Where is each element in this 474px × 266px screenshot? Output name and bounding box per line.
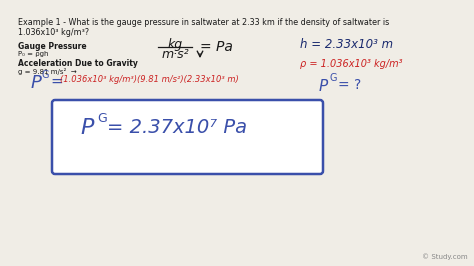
Text: =: =	[50, 74, 63, 89]
Text: G: G	[97, 112, 107, 125]
Text: Gauge Pressure: Gauge Pressure	[18, 42, 87, 51]
Text: (1.036x10³ kg/m³)(9.81 m/s²)(2.33x10³ m): (1.036x10³ kg/m³)(9.81 m/s²)(2.33x10³ m)	[60, 75, 239, 84]
Text: Example 1 - What is the gauge pressure in saltwater at 2.33 km if the density of: Example 1 - What is the gauge pressure i…	[18, 18, 389, 27]
Text: 1.036x10³ kg/m³?: 1.036x10³ kg/m³?	[18, 28, 89, 37]
Text: = Pa: = Pa	[200, 40, 233, 54]
Text: $\mathit{P}$: $\mathit{P}$	[30, 74, 43, 92]
Text: g = 9.81 m/s²  →: g = 9.81 m/s² →	[18, 68, 77, 75]
Text: = ?: = ?	[338, 78, 361, 92]
Text: h = 2.33x10³ m: h = 2.33x10³ m	[300, 38, 393, 51]
Text: $\mathit{P}$: $\mathit{P}$	[80, 118, 95, 138]
Text: kg: kg	[167, 38, 182, 51]
Text: $\mathit{P}$: $\mathit{P}$	[318, 78, 329, 94]
Text: = 2.37x10⁷ Pa: = 2.37x10⁷ Pa	[107, 118, 247, 137]
Text: P₀ = ρgh: P₀ = ρgh	[18, 51, 48, 57]
Text: G: G	[42, 70, 49, 80]
Text: ρ = 1.036x10³ kg/m³: ρ = 1.036x10³ kg/m³	[300, 59, 402, 69]
Text: Acceleration Due to Gravity: Acceleration Due to Gravity	[18, 59, 138, 68]
Text: © Study.com: © Study.com	[422, 253, 468, 260]
Text: G: G	[330, 73, 337, 83]
FancyBboxPatch shape	[52, 100, 323, 174]
Text: m·s²: m·s²	[161, 48, 189, 61]
